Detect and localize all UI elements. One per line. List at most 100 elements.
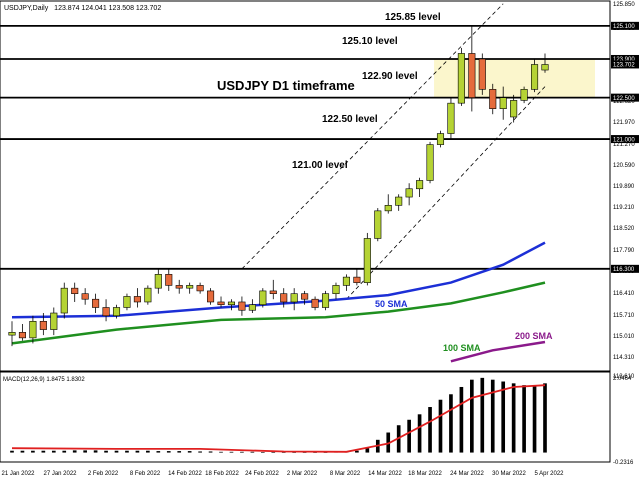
price-tick-label: 115.710 xyxy=(613,313,635,319)
candle-body xyxy=(123,296,131,308)
x-tick-label: 21 Jan 2022 xyxy=(1,471,35,477)
candle-body xyxy=(81,293,89,300)
candle-body xyxy=(311,298,319,308)
x-tick-label: 30 Mar 2022 xyxy=(492,471,526,477)
candle-body xyxy=(541,64,549,71)
x-tick-label: 8 Feb 2022 xyxy=(130,471,161,477)
macd-bar xyxy=(41,450,46,453)
candle xyxy=(405,183,413,206)
price-box-bg xyxy=(611,54,639,63)
candle-body xyxy=(133,296,141,303)
macd-bar xyxy=(166,451,171,453)
macd-bar xyxy=(156,451,161,453)
candle-body xyxy=(227,301,236,306)
x-tick-label: 24 Mar 2022 xyxy=(450,471,484,477)
candle-body xyxy=(71,287,79,294)
price-tick-label: 125.850 xyxy=(613,2,635,8)
level-label-125-10: 125.10 level xyxy=(342,36,398,47)
macd-bar xyxy=(260,452,265,453)
macd-bar xyxy=(365,448,370,453)
macd-bar xyxy=(208,451,213,453)
price-tick-label: 121.970 xyxy=(613,120,635,126)
candle-body xyxy=(186,285,194,289)
candle xyxy=(71,282,79,302)
macd-bar xyxy=(490,379,495,453)
candle-body xyxy=(154,274,162,289)
macd-bar xyxy=(51,450,56,453)
candle-body xyxy=(280,293,288,303)
candle xyxy=(50,307,58,336)
candle-body xyxy=(60,287,68,314)
price-box-label: 123.702 xyxy=(613,63,635,69)
candle xyxy=(353,268,361,286)
candle xyxy=(520,86,528,104)
macd-panel-frame xyxy=(0,371,611,463)
candle xyxy=(248,299,256,314)
sma200-label: 200 SMA xyxy=(515,331,553,341)
sma100-label: 100 SMA xyxy=(443,343,481,353)
candle xyxy=(416,177,424,198)
candle xyxy=(395,194,403,211)
candle-body xyxy=(290,293,298,303)
macd-bar xyxy=(219,451,223,453)
candle xyxy=(499,86,507,120)
price-tick-label: 117.790 xyxy=(613,248,635,254)
macd-bar xyxy=(62,450,67,453)
price-tick-label: 118.520 xyxy=(613,226,635,232)
x-tick-label: 8 Mar 2022 xyxy=(330,471,361,477)
macd-bar xyxy=(31,450,35,453)
candle xyxy=(311,296,319,311)
candle xyxy=(259,288,267,308)
macd-bar xyxy=(20,450,25,453)
candle-body xyxy=(39,320,47,330)
candle xyxy=(227,299,236,311)
candle xyxy=(154,268,162,294)
price-box-label: 123.900 xyxy=(613,57,635,63)
candle-body xyxy=(489,89,497,109)
macd-bar xyxy=(104,450,108,453)
candle-body xyxy=(457,53,465,104)
candle xyxy=(92,293,100,314)
candle-body xyxy=(468,53,476,98)
candle xyxy=(436,130,445,148)
price-box: 121.000 xyxy=(611,135,639,143)
candle xyxy=(102,299,110,322)
candle xyxy=(290,288,298,311)
macd-bar xyxy=(407,419,411,453)
x-tick-label: 14 Feb 2022 xyxy=(168,471,202,477)
candle-body xyxy=(416,180,424,190)
price-box: 122.500 xyxy=(611,93,639,102)
x-tick-label: 5 Apr 2022 xyxy=(534,471,564,477)
candle xyxy=(207,288,215,305)
level-label-125-85: 125.85 level xyxy=(385,12,441,23)
macd-bar xyxy=(428,407,432,453)
candle xyxy=(478,53,486,95)
macd-bar xyxy=(72,450,77,453)
macd-label: MACD(12,26,9) 1.8475 1.8302 xyxy=(3,377,85,383)
macd-bar xyxy=(532,385,537,453)
candle-body xyxy=(29,320,37,339)
price-box-bg xyxy=(611,60,639,69)
candle xyxy=(384,194,392,214)
candle-body xyxy=(269,290,277,294)
candle xyxy=(321,290,330,311)
macd-bar xyxy=(10,450,14,453)
candle-body xyxy=(248,304,256,311)
x-tick-label: 14 Mar 2022 xyxy=(368,471,402,477)
candle-body xyxy=(363,238,371,283)
macd-bar xyxy=(177,451,182,453)
candle xyxy=(18,324,26,341)
candle xyxy=(8,321,16,347)
candle xyxy=(29,315,37,344)
x-tick-label: 27 Jan 2022 xyxy=(43,471,77,477)
candle xyxy=(60,282,68,319)
candle-body xyxy=(426,144,434,181)
macd-bar xyxy=(292,452,297,453)
macd-bar xyxy=(135,450,140,453)
candle xyxy=(165,268,173,291)
macd-bar xyxy=(281,452,286,453)
price-box-label: 125.100 xyxy=(613,24,635,30)
candle-body xyxy=(301,293,309,300)
price-tick-label: 113.610 xyxy=(613,374,635,380)
candle xyxy=(196,282,204,294)
